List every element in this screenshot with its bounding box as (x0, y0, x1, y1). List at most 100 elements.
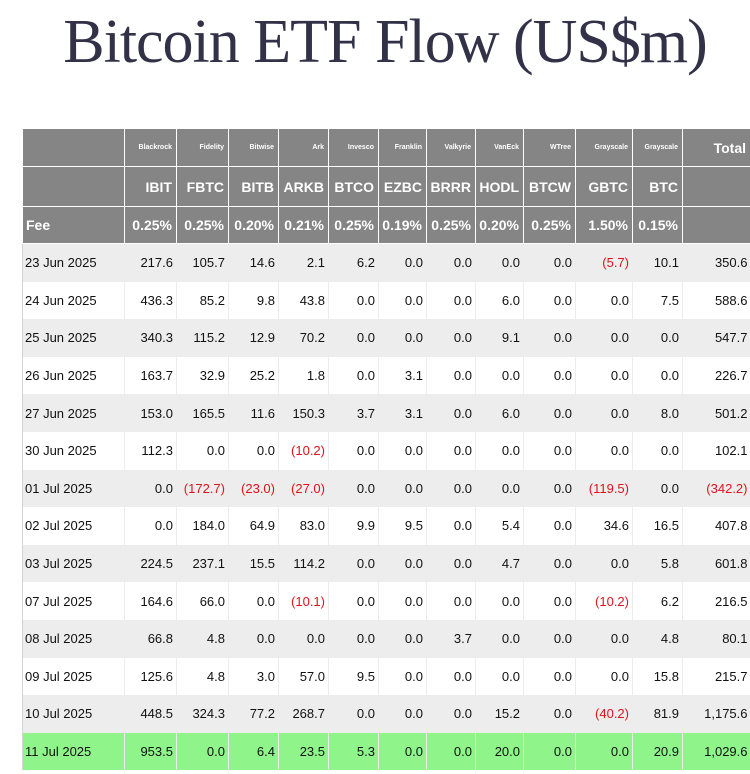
row-total: 215.7 (682, 657, 750, 696)
flow-cell: (172.7) (176, 469, 229, 508)
fee-value: 0.25% (124, 206, 177, 244)
flow-cell: 0.0 (523, 394, 576, 432)
flow-cell: 66.0 (176, 582, 229, 620)
row-total: 588.6 (682, 281, 750, 320)
ticker-header: EZBC (378, 166, 427, 207)
table-row: 27 Jun 2025 153.0 165.5 11.6 150.3 3.7 3.1 0.0 6… (22, 394, 750, 432)
flow-cell: 953.5 (124, 732, 177, 771)
row-total: 547.7 (682, 319, 750, 357)
flow-cell: 0.0 (426, 544, 476, 583)
flow-cell: 0.0 (278, 619, 329, 658)
flow-cell: 4.8 (176, 619, 229, 658)
row-date: 11 Jul 2025 (22, 732, 125, 771)
flow-cell: 0.0 (575, 356, 633, 395)
flow-cell: 184.0 (176, 507, 229, 545)
flow-cell: 436.3 (124, 281, 177, 320)
table-row: 30 Jun 2025 112.3 0.0 0.0 (10.2) 0.0 0.0 0.0 0.0… (22, 431, 750, 470)
flow-cell: 0.0 (523, 243, 576, 282)
flow-cell: 64.9 (228, 507, 279, 545)
flow-cell: 4.8 (632, 619, 683, 658)
total-header: Total (682, 128, 750, 167)
ticker-header: GBTC (575, 166, 633, 207)
row-date: 07 Jul 2025 (22, 582, 125, 620)
flow-cell: 0.0 (523, 356, 576, 395)
flow-cell: 43.8 (278, 281, 329, 320)
row-total: 1,029.6 (682, 732, 750, 771)
flow-cell: 7.5 (632, 281, 683, 320)
ticker-header: BTCW (523, 166, 576, 207)
ticker-header: BTC (632, 166, 683, 207)
flow-cell: 114.2 (278, 544, 329, 583)
table-row: 03 Jul 2025 224.5 237.1 15.5 114.2 0.0 0.0 0.0 4… (22, 544, 750, 583)
issuer-header: Grayscale (632, 128, 683, 167)
row-date: 25 Jun 2025 (22, 319, 125, 357)
flow-cell: 0.0 (632, 319, 683, 357)
table-row: 26 Jun 2025 163.7 32.9 25.2 1.8 0.0 3.1 0.0 0.0 0… (22, 356, 750, 395)
row-total: 501.2 (682, 394, 750, 432)
flow-cell: 0.0 (475, 619, 524, 658)
flow-cell: 0.0 (575, 281, 633, 320)
ticker-header: BRRR (426, 166, 476, 207)
issuer-header: Valkyrie (426, 128, 476, 167)
flow-cell: 5.8 (632, 544, 683, 583)
flow-cell: 0.0 (575, 319, 633, 357)
flow-table-body: 23 Jun 2025 217.6 105.7 14.6 2.1 6.2 0.0 0.0 0.0… (22, 243, 750, 771)
etf-flow-table-container: Blackrock Fidelity Bitwise Ark Invesco F… (22, 128, 750, 771)
flow-cell: 0.0 (378, 281, 427, 320)
flow-cell: 32.9 (176, 356, 229, 395)
fee-value: 1.50% (575, 206, 633, 244)
flow-cell: 0.0 (378, 582, 427, 620)
flow-cell: (23.0) (228, 469, 279, 508)
flow-cell: 0.0 (124, 507, 177, 545)
row-total: 407.8 (682, 507, 750, 545)
row-total: 80.1 (682, 619, 750, 658)
flow-cell: 6.2 (632, 582, 683, 620)
flow-cell: 0.0 (523, 431, 576, 470)
flow-cell: 163.7 (124, 356, 177, 395)
flow-cell: 324.3 (176, 695, 229, 733)
flow-cell: 340.3 (124, 319, 177, 357)
ticker-header: BITB (228, 166, 279, 207)
flow-cell: 20.0 (475, 732, 524, 771)
flow-cell: 3.7 (426, 619, 476, 658)
row-date: 27 Jun 2025 (22, 394, 125, 432)
flow-cell: 0.0 (228, 431, 279, 470)
ticker-header-row: IBIT FBTC BITB ARKB BTCO EZBC BRRR HODL … (22, 166, 750, 207)
table-row: 25 Jun 2025 340.3 115.2 12.9 70.2 0.0 0.0 0.0 9.… (22, 319, 750, 357)
flow-cell: 12.9 (228, 319, 279, 357)
flow-cell: 9.5 (378, 507, 427, 545)
row-total: 1,175.6 (682, 695, 750, 733)
row-total: 216.5 (682, 582, 750, 620)
flow-cell: 0.0 (523, 319, 576, 357)
flow-cell: 0.0 (426, 469, 476, 508)
issuer-header: Blackrock (124, 128, 177, 167)
page-title: Bitcoin ETF Flow (US$m) (63, 8, 708, 76)
flow-cell: 81.9 (632, 695, 683, 733)
flow-cell: 0.0 (328, 356, 379, 395)
flow-cell: 83.0 (278, 507, 329, 545)
flow-cell: 0.0 (632, 356, 683, 395)
flow-cell: 0.0 (575, 394, 633, 432)
flow-cell: 85.2 (176, 281, 229, 320)
flow-cell: 0.0 (378, 431, 427, 470)
issuer-header: VanEck (475, 128, 524, 167)
row-date: 24 Jun 2025 (22, 281, 125, 320)
table-row: 10 Jul 2025 448.5 324.3 77.2 268.7 0.0 0.0 0.0 1… (22, 695, 750, 733)
fee-value: 0.19% (378, 206, 427, 244)
flow-cell: 9.8 (228, 281, 279, 320)
issuer-header: Ark (278, 128, 329, 167)
issuer-header: Franklin (378, 128, 427, 167)
flow-cell: 0.0 (378, 243, 427, 282)
flow-cell: 0.0 (426, 732, 476, 771)
flow-cell: 0.0 (426, 394, 476, 432)
flow-cell: 0.0 (575, 657, 633, 696)
row-date: 08 Jul 2025 (22, 619, 125, 658)
ticker-header: BTCO (328, 166, 379, 207)
flow-cell: 0.0 (328, 619, 379, 658)
flow-cell: 9.1 (475, 319, 524, 357)
flow-cell: 1.8 (278, 356, 329, 395)
row-date: 01 Jul 2025 (22, 469, 125, 508)
fee-value: 0.25% (328, 206, 379, 244)
row-date: 09 Jul 2025 (22, 657, 125, 696)
ticker-header: IBIT (124, 166, 177, 207)
